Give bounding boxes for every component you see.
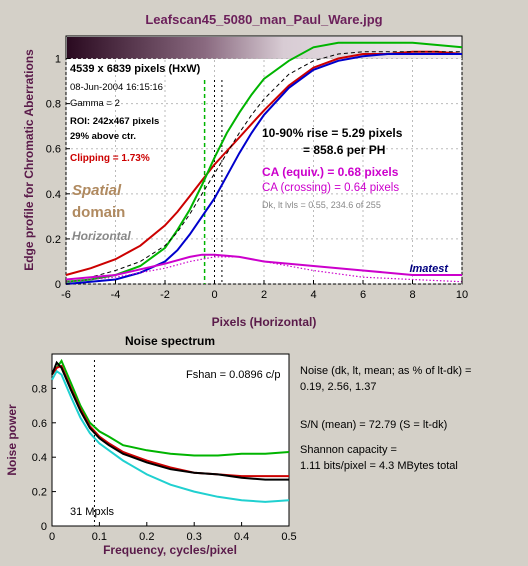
series-green [51, 358, 290, 457]
edge-ylabel: Edge profile for Chromatic Aberrations [22, 49, 36, 271]
annot-ca-cross: CA (crossing) = 0.64 pixels [262, 182, 399, 194]
side-shannon1: Shannon capacity = [300, 444, 397, 456]
annot-per-ph: = 858.6 per PH [303, 143, 385, 157]
x-tick-label: -4 [111, 289, 121, 301]
side-shannon2: 1.11 bits/pixel = 4.3 MBytes total [300, 460, 458, 472]
x-tick-label: 0.3 [187, 531, 202, 543]
info-gamma: Gamma = 2 [70, 98, 120, 109]
y-tick-label: 0.2 [46, 234, 61, 246]
series-black [51, 360, 289, 481]
noise-plot-area [51, 353, 290, 527]
edge-grid [65, 58, 463, 285]
edge-xlabel: Pixels (Horizontal) [212, 315, 317, 329]
info-date: 08-Jun-2004 16:15:16 [70, 82, 163, 93]
series-black-dashed [65, 51, 462, 280]
y-tick-label: 1 [55, 54, 61, 66]
side-noise-line2: 0.19, 2.56, 1.37 [300, 381, 376, 393]
info-above: 29% above ctr. [70, 131, 136, 142]
annot-rise: 10-90% rise = 5.29 pixels [262, 126, 403, 140]
annot-dk-lt: Dk, lt lvls = 0.55, 234.6 of 255 [262, 200, 381, 210]
x-tick-label: 10 [456, 289, 468, 301]
info-clipping: Clipping = 1.73% [70, 153, 150, 164]
series-blue [65, 53, 462, 285]
noise-ticks: 0 0.1 0.2 0.3 0.4 0.5 0 0.2 0.4 0.6 0.8 [32, 383, 297, 543]
x-tick-label: 0 [211, 289, 217, 301]
edge-series [65, 41, 463, 285]
noise-title: Noise spectrum [125, 334, 215, 348]
x-tick-label: 2 [261, 289, 267, 301]
annot-domain: domain [72, 204, 125, 221]
x-tick-label: 6 [360, 289, 366, 301]
x-tick-label: -2 [160, 289, 170, 301]
annot-ca-equiv: CA (equiv.) = 0.68 pixels [262, 165, 399, 179]
info-dims: 4539 x 6839 pixels (HxW) [70, 63, 201, 75]
x-tick-label: 0 [49, 531, 55, 543]
series-cyan [51, 369, 290, 503]
edge-ticks: -6 -4 -2 0 2 4 6 8 10 0 0.2 0.4 0.6 0.8 1 [46, 54, 468, 301]
noise-xlabel: Frequency, cycles/pixel [103, 543, 237, 557]
y-tick-label: 0.8 [46, 99, 61, 111]
side-noise-line1: Noise (dk, lt, mean; as % of lt-dk) = [300, 365, 471, 377]
x-tick-label: 4 [310, 289, 316, 301]
series-green [65, 41, 463, 283]
y-tick-label: 0.4 [32, 452, 47, 464]
edge-gradient-strip [67, 37, 461, 59]
y-tick-label: 0.4 [46, 189, 61, 201]
y-tick-label: 0.2 [32, 487, 47, 499]
noise-mpxls: 31 Mpxls [70, 506, 115, 518]
y-tick-label: 0.6 [46, 144, 61, 156]
side-sn: S/N (mean) = 72.79 (S = lt-dk) [300, 419, 447, 431]
noise-ylabel: Noise power [5, 404, 19, 476]
x-tick-label: -6 [61, 289, 71, 301]
figure-title: Leafscan45_5080_man_Paul_Ware.jpg [145, 12, 382, 27]
x-tick-label: 0.5 [281, 531, 296, 543]
info-roi: ROI: 242x467 pixels [70, 116, 159, 127]
noise-series [51, 358, 290, 526]
y-tick-label: 0.6 [32, 418, 47, 430]
x-tick-label: 0.2 [139, 531, 154, 543]
noise-fshan: Fshan = 0.0896 c/p [186, 369, 280, 381]
x-tick-label: 0.1 [92, 531, 107, 543]
y-tick-label: 0.8 [32, 383, 47, 395]
annot-spatial: Spatial [72, 182, 122, 199]
x-tick-label: 0.4 [234, 531, 249, 543]
y-tick-label: 0 [55, 279, 61, 291]
annot-brand: Imatest [409, 263, 449, 275]
annot-horizontal: Horizontal [72, 229, 131, 243]
series-magenta [65, 253, 462, 281]
y-tick-label: 0 [41, 521, 47, 533]
x-tick-label: 8 [409, 289, 415, 301]
